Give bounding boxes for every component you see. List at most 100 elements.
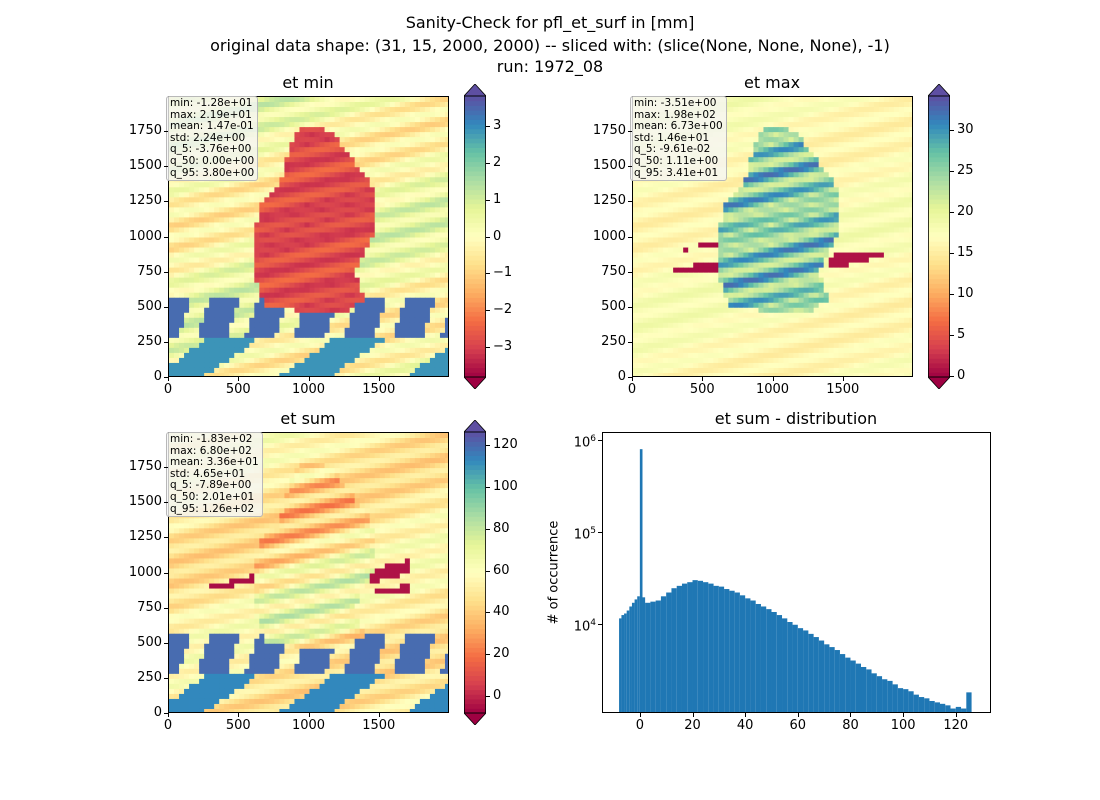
heatmap-cell — [329, 312, 335, 319]
heatmap-cell — [778, 152, 784, 158]
heatmap-cell — [773, 232, 779, 238]
heatmap-cell — [798, 167, 805, 173]
heatmap-cell — [349, 172, 356, 178]
heatmap-cell — [833, 152, 840, 158]
heatmap-cell — [349, 272, 356, 279]
heatmap-cell — [389, 112, 396, 118]
heatmap-cell — [289, 172, 295, 178]
heatmap-cell — [199, 182, 205, 188]
heatmap-cell — [718, 202, 724, 208]
heatmap-cell — [853, 127, 860, 133]
heatmap-cell — [424, 167, 431, 173]
heatmap-cell — [803, 137, 810, 143]
heatmap-cell — [304, 187, 310, 193]
heatmap-cell — [788, 207, 794, 213]
heatmap-cell — [229, 317, 235, 324]
heatmap-cell — [329, 362, 335, 369]
heatmap-cell — [319, 117, 325, 123]
heatmap-cell — [893, 142, 900, 148]
panel-title-et-min: et min — [282, 73, 334, 92]
heatmap-cell — [843, 187, 850, 193]
heatmap-cell — [294, 242, 300, 248]
heatmap-cell — [444, 137, 448, 143]
heatmap-cell — [239, 182, 245, 188]
heatmap-cell — [309, 122, 315, 128]
heatmap-cell — [643, 212, 649, 218]
heatmap-cell — [733, 202, 739, 208]
heatmap-cell — [434, 347, 441, 354]
heatmap-cell — [833, 142, 840, 148]
heatmap-cell — [673, 182, 679, 188]
heatmap-cell — [264, 292, 270, 299]
heatmap-cell — [783, 177, 789, 183]
heatmap-cell — [384, 252, 391, 258]
heatmap-cell — [399, 172, 406, 178]
heatmap-cell — [843, 177, 850, 183]
heatmap-cell — [893, 182, 900, 188]
heatmap-cell — [703, 232, 709, 238]
heatmap-cell — [409, 367, 416, 374]
heatmap-cell — [389, 282, 396, 289]
heatmap-cell — [648, 217, 654, 223]
heatmap-cell — [429, 137, 436, 143]
heatmap-cell — [319, 317, 325, 324]
heatmap-cell — [823, 232, 830, 238]
heatmap-cell — [788, 137, 794, 143]
heatmap-cell — [843, 182, 850, 188]
heatmap-cell — [389, 257, 396, 263]
heatmap-cell — [833, 197, 840, 203]
heatmap-cell — [758, 142, 764, 148]
heatmap-cell — [668, 182, 674, 188]
heatmap-cell — [324, 117, 330, 123]
heatmap-cell — [364, 337, 371, 344]
heatmap-cell — [389, 212, 396, 218]
heatmap-cell — [384, 242, 391, 248]
heatmap-cell — [753, 172, 759, 178]
heatmap-cell — [274, 182, 280, 188]
heatmap-cell — [868, 202, 875, 208]
heatmap-cell — [254, 342, 260, 349]
heatmap-cell — [339, 207, 346, 213]
heatmap-cell — [179, 237, 185, 243]
heatmap-cell — [264, 272, 270, 279]
heatmap-cell — [643, 197, 649, 203]
heatmap-cell — [389, 207, 396, 213]
heatmap-cell — [803, 207, 810, 213]
heatmap-cell — [793, 127, 799, 133]
heatmap-cell — [868, 177, 875, 183]
heatmap-cell — [424, 182, 431, 188]
heatmap-cell — [708, 197, 714, 203]
heatmap-cell — [309, 102, 315, 108]
x-tick-mark — [238, 377, 240, 381]
heatmap-cell — [908, 237, 912, 243]
heatmap-cell — [833, 247, 840, 253]
heatmap-cell — [334, 197, 341, 203]
heatmap-cell — [254, 217, 260, 223]
heatmap-cell — [319, 272, 325, 279]
heatmap-cell — [359, 107, 366, 113]
heatmap-cell — [179, 367, 185, 374]
heatmap-cell — [364, 112, 371, 118]
heatmap-cell — [843, 232, 850, 238]
heatmap-cell — [214, 367, 220, 374]
colorbar-segment — [464, 114, 486, 120]
heatmap-cell — [743, 127, 749, 133]
heatmap-cell — [798, 172, 805, 178]
x-tick-label: 1500 — [362, 382, 396, 397]
heatmap-cell — [853, 147, 860, 153]
heatmap-cell — [284, 202, 290, 208]
heatmap-cell — [269, 167, 275, 173]
heatmap-cell — [728, 152, 734, 158]
heatmap-cell — [214, 372, 220, 376]
heatmap-cell — [319, 202, 325, 208]
colorbar-segment — [464, 372, 486, 378]
heatmap-cell — [728, 222, 734, 228]
heatmap-cell — [219, 367, 225, 374]
heatmap-cell — [828, 122, 835, 128]
heatmap-cell — [209, 222, 215, 228]
heatmap-cell — [329, 107, 335, 113]
heatmap-cell — [633, 232, 639, 238]
heatmap-cell — [439, 362, 446, 369]
heatmap-cell — [354, 337, 361, 344]
heatmap-cell — [374, 227, 381, 233]
